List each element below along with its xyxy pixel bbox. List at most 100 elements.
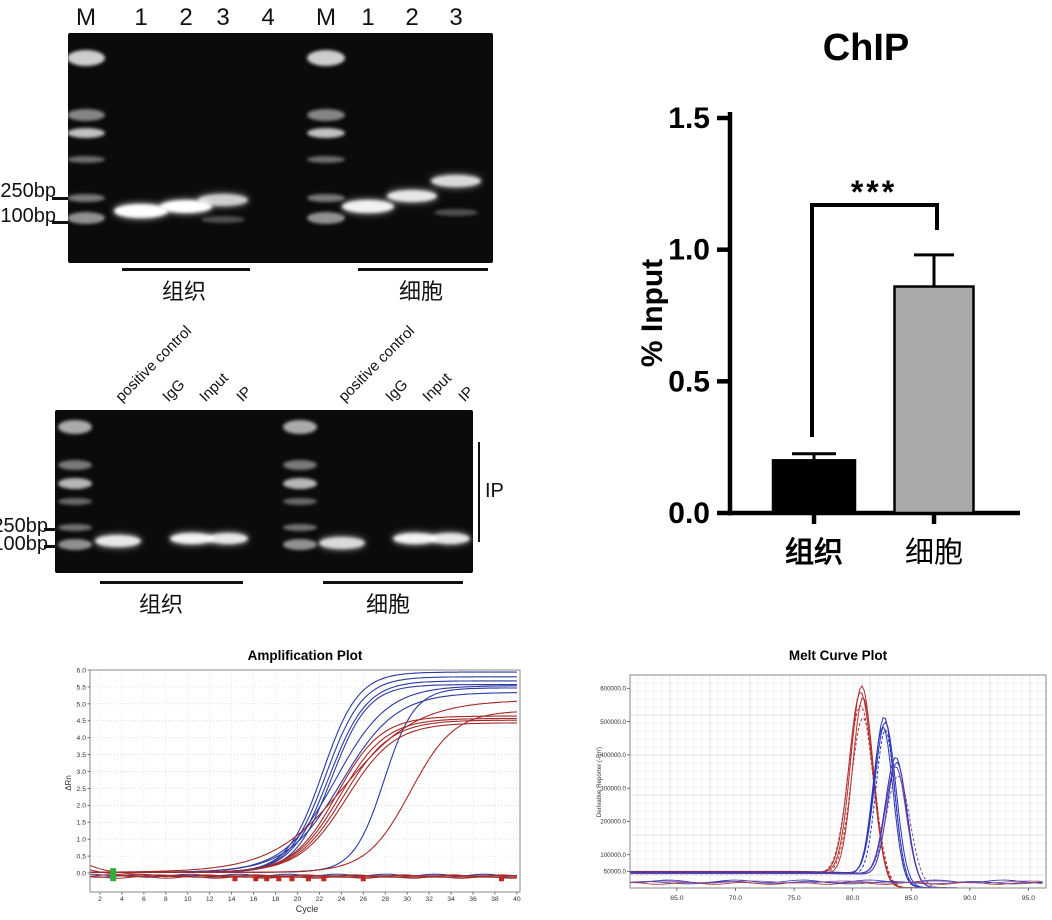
group-label: 细胞 (365, 592, 410, 617)
gel-lane-label: 1 (361, 4, 375, 31)
chart-graphic (321, 876, 327, 882)
chart-graphic: 5.0 (77, 701, 87, 708)
melt-curve-plot: Melt Curve Plot Derivative Reporter (-Rn… (596, 648, 1047, 902)
chart-graphic: 0.5 (77, 853, 87, 860)
chart-graphic: 85.0 (905, 895, 918, 902)
chart-graphic: 70.0 (729, 895, 742, 902)
chart-graphic: 300000.0 (600, 785, 626, 792)
gel-sample-band (95, 535, 141, 547)
gel-lane-label-rotated: IgG (159, 376, 189, 406)
chart-graphic: 8 (164, 896, 168, 903)
gel-lane-label: 2 (179, 4, 193, 31)
chart-graphic (90, 864, 517, 877)
chart-graphic (630, 775, 1045, 888)
group-underline (358, 268, 488, 271)
chart-graphic (499, 876, 505, 882)
chart-graphic: 12 (206, 896, 214, 903)
gel-lane-label-rotated: Input (196, 369, 232, 406)
gel-sample-band (201, 215, 245, 223)
chart-graphic: 22 (316, 896, 324, 903)
chip-ylabel: % Input (636, 259, 669, 367)
melt-title: Melt Curve Plot (789, 648, 888, 663)
gel-sample-band (393, 532, 437, 544)
chart-graphic: 4.0 (77, 735, 87, 742)
chart-graphic (629, 674, 1047, 889)
chart-graphic: 80.0 (846, 895, 859, 902)
chart-graphic: 75.0 (787, 895, 800, 902)
chart-graphic: 0.0 (668, 497, 710, 530)
chart-graphic: 95.0 (1022, 895, 1035, 902)
size-marker-label: 250bp (0, 515, 48, 537)
size-marker-label: 100bp (0, 533, 48, 555)
chart-graphic: 1.0 (668, 234, 710, 267)
size-marker-label: 100bp (0, 205, 56, 227)
gel-lane-label-rotated: IgG (382, 376, 412, 406)
chart-graphic: 4.5 (77, 718, 87, 725)
size-marker-tick (44, 544, 55, 548)
chart-graphic (253, 876, 259, 882)
gel-lane-label: 4 (261, 4, 275, 31)
chart-graphic: 26 (359, 896, 367, 903)
chart-graphic: 16 (250, 896, 258, 903)
size-marker-tick (44, 527, 55, 531)
size-marker-label: 250bp (0, 180, 56, 202)
chart-graphic: 24 (338, 896, 346, 903)
ip-bracket-line (478, 442, 480, 542)
gel-ladder-band (58, 420, 92, 434)
chart-graphic: 100000.0 (600, 852, 626, 859)
chart-graphic (630, 880, 1043, 884)
chart-graphic: 400000.0 (600, 752, 626, 759)
chart-graphic (810, 203, 939, 437)
gel-sample-band (319, 537, 365, 549)
chart-graphic (771, 459, 857, 515)
gel-image-1 (68, 33, 493, 263)
chart-graphic (90, 700, 517, 873)
gel-ladder-band (67, 128, 105, 138)
gel-ladder-band (58, 523, 92, 531)
melt-plot-area: 600000.0 500000.0 400000.0 300000.0 200000.0… (600, 674, 1047, 902)
chart-graphic (89, 669, 521, 893)
gel-ladder-band (67, 194, 105, 202)
chart-graphic: 3.0 (77, 769, 87, 776)
gel-ladder-band (283, 523, 317, 531)
gel-sample-band (160, 199, 212, 213)
chart-graphic (110, 868, 117, 882)
gel-ladder-band (307, 155, 345, 163)
chart-graphic: 10 (184, 896, 192, 903)
chart-graphic: 1.0 (77, 837, 87, 844)
chart-graphic (630, 684, 1045, 888)
group-label: 细胞 (398, 279, 443, 304)
chart-graphic: 90.0 (963, 895, 976, 902)
gel-lane-label: 1 (134, 4, 148, 31)
gel-ladder-band (67, 212, 105, 224)
gel-lane-label: M (316, 4, 336, 31)
chart-graphic: 2.0 (77, 803, 87, 810)
chart-graphic: 2.5 (77, 786, 87, 793)
gel-sample-band (114, 204, 168, 218)
gel-ladder-band (283, 538, 317, 550)
gel-ladder-band (283, 497, 317, 505)
chart-graphic (232, 876, 238, 882)
gel-ladder-band (67, 50, 105, 66)
gel-ladder-band (307, 128, 345, 138)
group-underline (122, 268, 250, 271)
gel-lane-label-rotated: IP (455, 383, 478, 406)
ip-bracket-label: IP (485, 480, 504, 502)
chart-graphic: 3.5 (77, 752, 87, 759)
amplification-plot: Amplification Plot ΔRn Cycle 0.0 0.5 1.0 1.… (64, 648, 521, 914)
chart-graphic: 4 (120, 896, 124, 903)
chart-graphic (893, 285, 975, 515)
chart-graphic (630, 766, 1045, 888)
chip-plot-area: 0.0 0.5 1.0 1.5 (668, 102, 1020, 530)
chart-graphic: 6 (142, 896, 146, 903)
chart-graphic: 18 (272, 896, 280, 903)
chart-graphic: 30 (403, 896, 411, 903)
chart-graphic: 0.0 (77, 870, 87, 877)
amp-ylabel: ΔRn (64, 775, 73, 791)
chart-graphic: 36 (469, 896, 477, 903)
amp-title: Amplification Plot (248, 648, 363, 663)
gel-ladder-band (58, 477, 92, 489)
chart-graphic: 200000.0 (600, 819, 626, 826)
chart-graphic: 40 (513, 896, 521, 903)
